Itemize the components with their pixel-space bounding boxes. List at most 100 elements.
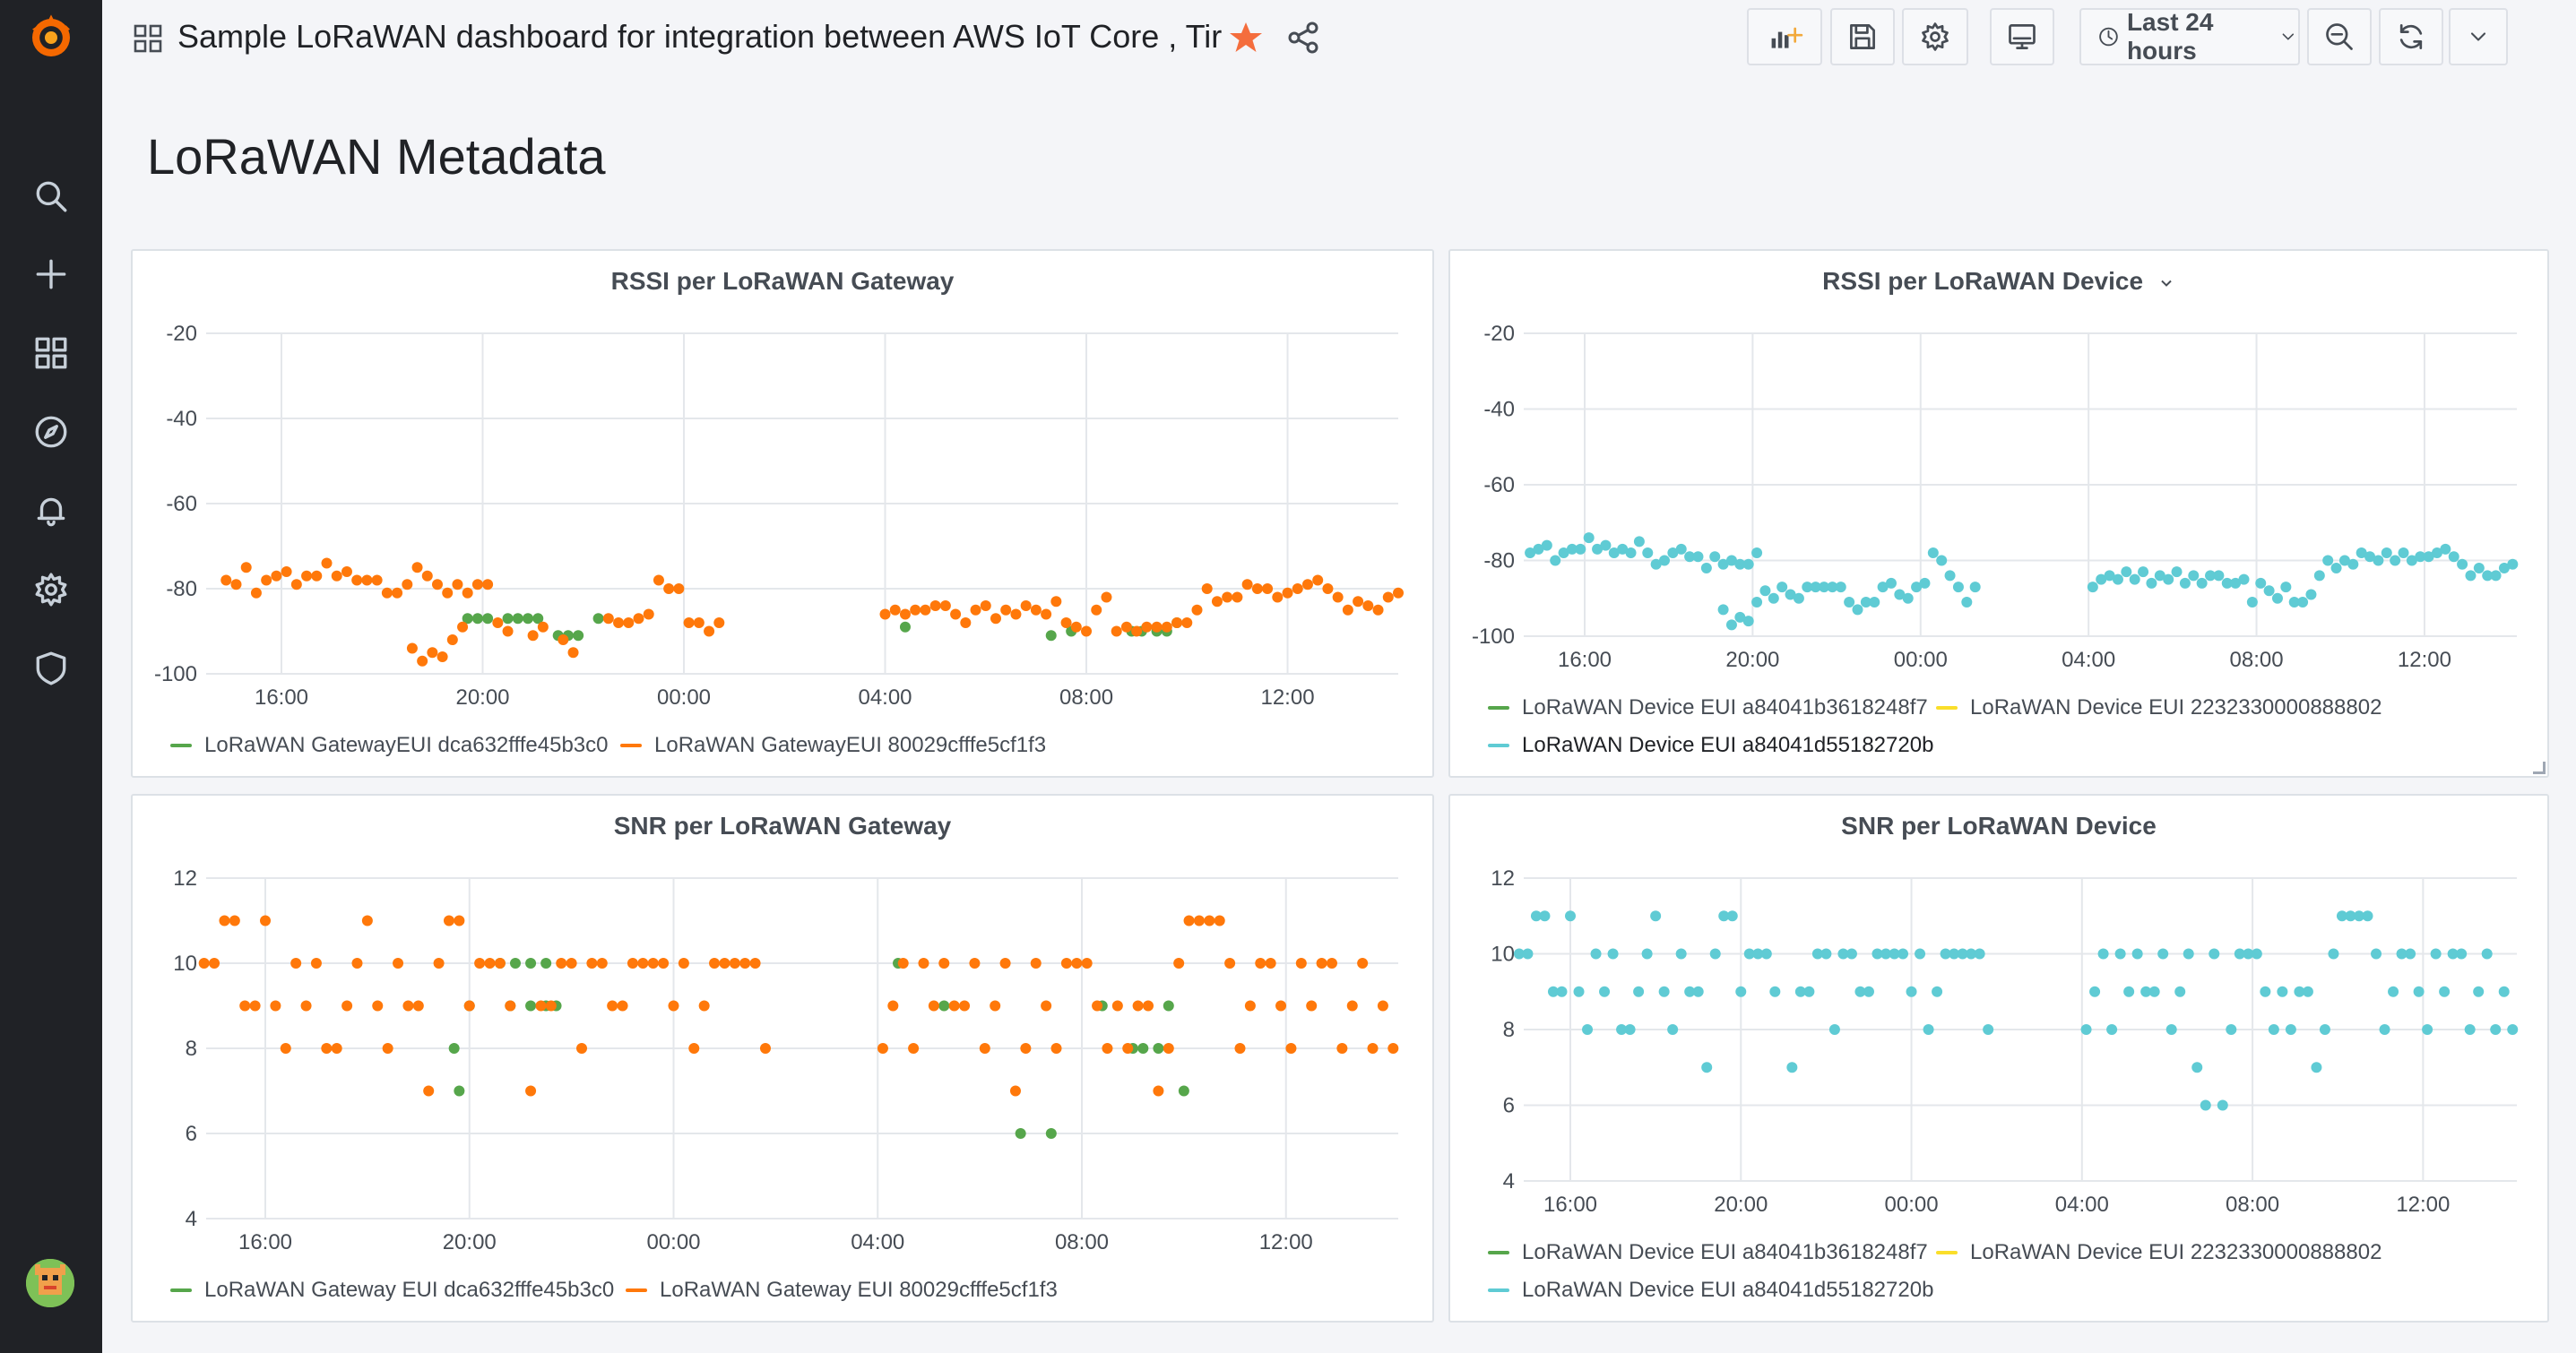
data-point	[2288, 596, 2300, 608]
data-point	[2174, 986, 2186, 997]
data-point	[1387, 1043, 1399, 1054]
data-point	[1827, 582, 1838, 593]
data-point	[566, 958, 577, 969]
data-point	[427, 647, 438, 659]
panel-rssi-device: RSSI per LoRaWAN Device -20 -40 -60 -80 -100…	[1448, 249, 2549, 778]
data-point	[959, 1000, 971, 1012]
dashboard-settings-button[interactable]	[1902, 8, 1968, 65]
grafana-logo-icon[interactable]	[24, 11, 78, 65]
data-point	[505, 1000, 516, 1012]
data-point	[1346, 1000, 1358, 1012]
data-point	[1282, 587, 1293, 599]
data-point	[990, 1000, 1001, 1012]
data-point	[1357, 958, 1369, 969]
data-point	[1852, 604, 1863, 616]
data-point	[290, 958, 302, 969]
legend-item-gateway-80029c[interactable]: LoRaWAN GatewayEUI 80029cfffe5cf1f3	[620, 733, 1046, 758]
refresh-button[interactable]	[2379, 8, 2443, 65]
resize-handle-icon[interactable]	[2533, 762, 2546, 774]
legend-item-gateway-dca632[interactable]: LoRaWAN GatewayEUI dca632fffe45b3c0	[170, 733, 609, 758]
search-icon[interactable]	[24, 169, 78, 223]
data-point	[948, 1000, 960, 1012]
data-point	[1131, 625, 1143, 637]
data-point	[693, 617, 705, 628]
data-point	[877, 1043, 888, 1054]
time-picker-button[interactable]: Last 24 hours	[2079, 8, 2300, 65]
data-point	[1092, 1000, 1103, 1012]
avatar[interactable]	[26, 1259, 74, 1307]
data-point	[2230, 577, 2242, 589]
alerting-bell-icon[interactable]	[24, 484, 78, 538]
star-icon[interactable]	[1228, 20, 1264, 56]
data-point	[2464, 1024, 2476, 1035]
x-tick-label: 00:00	[1894, 648, 1948, 672]
data-point	[663, 583, 675, 594]
refresh-interval-dropdown[interactable]	[2449, 8, 2508, 65]
data-point	[1522, 948, 1534, 960]
clock-icon	[2099, 27, 2118, 47]
data-point	[525, 1000, 537, 1012]
data-point	[1633, 536, 1645, 547]
data-point	[1285, 1043, 1297, 1054]
data-point	[1161, 621, 1172, 633]
create-plus-icon[interactable]	[24, 247, 78, 301]
tv-mode-button[interactable]	[1990, 8, 2054, 65]
legend-item-device-a84041b3[interactable]: LoRaWAN Device EUI a84041b3618248f7	[1488, 695, 1928, 720]
legend-item-device-a84041b3[interactable]: LoRaWAN Device EUI a84041b3618248f7	[1488, 1240, 1928, 1265]
data-point	[704, 625, 715, 637]
legend-item-device-223233[interactable]: LoRaWAN Device EUI 2232330000888802	[1936, 695, 2382, 720]
data-point	[532, 613, 544, 625]
data-point	[607, 1000, 618, 1012]
add-panel-button[interactable]	[1747, 8, 1822, 65]
panel-title[interactable]: RSSI per LoRaWAN Device	[1450, 267, 2547, 296]
shield-icon[interactable]	[24, 642, 78, 695]
data-point	[2473, 986, 2485, 997]
data-point	[1726, 910, 1738, 922]
data-point	[1734, 611, 1746, 623]
data-point	[341, 566, 352, 577]
panel-title[interactable]: RSSI per LoRaWAN Gateway	[610, 267, 955, 295]
data-point	[2457, 558, 2468, 570]
data-point	[1786, 1062, 1798, 1073]
share-icon[interactable]	[1285, 20, 1321, 56]
data-point	[351, 958, 363, 969]
data-point	[421, 570, 433, 582]
panel-rssi-gateway: RSSI per LoRaWAN Gateway -20 -40 -60 -80 -10…	[131, 249, 1434, 778]
legend-item-gateway-dca632[interactable]: LoRaWAN Gateway EUI dca632fffe45b3c0	[170, 1278, 614, 1303]
legend-item-gateway-80029c[interactable]: LoRaWAN Gateway EUI 80029cfffe5cf1f3	[626, 1278, 1058, 1303]
data-point	[1725, 619, 1737, 631]
data-point	[1803, 986, 1815, 997]
data-point	[1793, 592, 1804, 604]
data-point	[2305, 589, 2317, 600]
panel-title[interactable]: SNR per LoRaWAN Gateway	[613, 812, 952, 840]
dashboard-title[interactable]: Sample LoRaWAN dashboard for integration…	[177, 18, 1223, 55]
data-point	[573, 630, 584, 642]
data-point	[1837, 948, 1849, 960]
data-point	[1091, 604, 1102, 616]
settings-gear-icon[interactable]	[24, 563, 78, 616]
data-point	[219, 915, 230, 926]
data-point	[1667, 1024, 1679, 1035]
explore-compass-icon[interactable]	[24, 405, 78, 459]
zoom-out-button[interactable]	[2307, 8, 2372, 65]
y-tick-label: 10	[1491, 943, 1515, 967]
data-point	[1332, 591, 1344, 603]
legend-item-device-223233[interactable]: LoRaWAN Device EUI 2232330000888802	[1936, 1240, 2382, 1265]
data-point	[939, 600, 951, 611]
save-dashboard-button[interactable]	[1830, 8, 1895, 65]
data-point	[1224, 958, 1236, 969]
y-tick-label: -60	[1483, 473, 1515, 497]
data-point	[1709, 551, 1721, 563]
data-point	[484, 958, 496, 969]
legend-item-device-a84041d5[interactable]: LoRaWAN Device EUI a84041d55182720b	[1488, 733, 1933, 758]
legend-item-device-a84041d5[interactable]: LoRaWAN Device EUI a84041d55182720b	[1488, 1278, 1933, 1303]
x-tick-label: 04:00	[2062, 648, 2115, 672]
data-point	[1759, 585, 1771, 597]
data-point	[537, 621, 549, 633]
x-tick-label: 20:00	[1714, 1193, 1768, 1217]
data-point	[899, 608, 911, 620]
data-point	[1163, 1000, 1174, 1012]
dashboards-icon[interactable]	[24, 326, 78, 380]
data-point	[2243, 948, 2254, 960]
panel-title[interactable]: SNR per LoRaWAN Device	[1841, 812, 2157, 840]
